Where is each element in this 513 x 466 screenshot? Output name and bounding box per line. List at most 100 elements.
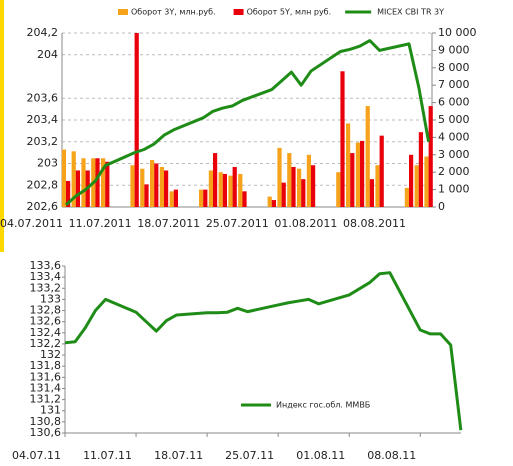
bar: [208, 170, 213, 207]
bar: [306, 154, 311, 207]
bar: [164, 170, 169, 207]
y-tick-label: 202,6: [27, 200, 59, 213]
y2-tick-label: 1 000: [438, 183, 470, 196]
bar: [238, 173, 243, 207]
y-tick-label: 204,2: [27, 26, 59, 39]
bar: [222, 173, 227, 207]
bar: [297, 168, 302, 207]
bar: [81, 158, 86, 207]
bar: [203, 189, 208, 207]
bar: [267, 196, 272, 207]
bar: [169, 191, 174, 207]
y-tick-label: 131,4: [30, 381, 62, 394]
bar: [350, 153, 355, 207]
y-tick-label: 204: [37, 48, 58, 61]
bar: [150, 160, 155, 207]
y2-tick-label: 2 000: [438, 165, 470, 178]
bar: [281, 182, 286, 207]
bar: [404, 187, 409, 207]
bar: [101, 158, 106, 207]
y2-tick-label: 6 000: [438, 96, 470, 109]
y2-tick-label: 3 000: [438, 148, 470, 161]
legend-label: MICEX CBI TR 3Y: [377, 8, 444, 17]
bar: [311, 165, 316, 207]
bar: [242, 191, 247, 207]
x-tick-label: 18.07.11: [154, 449, 203, 462]
bar: [360, 140, 365, 207]
bar: [71, 151, 76, 207]
bar: [159, 166, 164, 207]
bar: [95, 158, 100, 207]
y-tick-label: 133,6: [30, 259, 62, 272]
side-strip: [0, 0, 4, 252]
y-tick-label: 133: [40, 292, 61, 305]
x-tick-label: 01.08.11: [296, 449, 345, 462]
bar: [228, 175, 233, 207]
y2-tick-label: 5 000: [438, 113, 470, 126]
y-tick-label: 131,8: [30, 359, 62, 372]
bar: [271, 200, 276, 207]
line: [64, 271, 463, 431]
y-tick-label: 202,8: [27, 178, 59, 191]
bar: [365, 106, 370, 207]
y-tick-label: 132,8: [30, 304, 62, 317]
y-tick-label: 131,2: [30, 393, 62, 406]
bar: [213, 153, 218, 207]
bar: [424, 156, 429, 207]
y-tick-label: 203,2: [27, 135, 59, 148]
legend-swatch: [118, 9, 128, 15]
bar: [287, 153, 292, 207]
y-tick-label: 133,2: [30, 281, 62, 294]
y-tick-label: 203,6: [27, 91, 59, 104]
legend-swatch: [233, 9, 244, 15]
x-tick-label: 08.08.11: [367, 449, 416, 462]
x-tick-label: 25.07.11: [225, 449, 274, 462]
bar: [379, 135, 384, 207]
y2-tick-label: 4 000: [438, 130, 470, 143]
y-tick-label: 131,6: [30, 370, 62, 383]
bar: [173, 189, 178, 207]
bar: [409, 154, 414, 207]
y-tick-label: 131: [40, 404, 61, 417]
bar: [199, 189, 204, 207]
y-tick-label: 130,8: [30, 415, 62, 428]
y-tick-label: 132,4: [30, 326, 62, 339]
bar: [340, 71, 345, 207]
bar: [140, 168, 145, 207]
bar: [428, 106, 433, 207]
legend-label: Оборот 3Y, млн.руб.: [131, 8, 216, 17]
x-tick-label: 11.07.2011: [69, 217, 132, 230]
legend-label: Индекс гос.обл. ММВБ: [276, 401, 370, 410]
bar: [66, 180, 71, 207]
legend-label: Оборот 5Y, млн руб.: [247, 8, 332, 17]
x-tick-label: 01.08.2011: [274, 217, 337, 230]
bar: [105, 161, 110, 207]
y-tick-label: 132,6: [30, 315, 62, 328]
y-tick-label: 133,4: [30, 270, 62, 283]
bar: [414, 165, 419, 207]
bar: [75, 170, 80, 207]
bar: [336, 172, 341, 207]
bar: [291, 166, 296, 207]
bar: [355, 142, 360, 207]
y2-tick-label: 9 000: [438, 43, 470, 56]
x-tick-label: 04.07.2011: [0, 217, 63, 230]
line: [65, 39, 431, 206]
y-tick-label: 132: [40, 348, 61, 361]
y-tick-label: 130,6: [30, 426, 62, 439]
bar: [61, 149, 66, 207]
bar: [375, 165, 380, 207]
x-tick-label: 18.07.2011: [137, 217, 200, 230]
x-tick-label: 11.07.11: [83, 449, 132, 462]
bar: [418, 132, 423, 207]
bar: [154, 163, 159, 207]
x-tick-label: 25.07.2011: [206, 217, 269, 230]
y2-tick-label: 10 000: [438, 26, 477, 39]
y2-tick-label: 7 000: [438, 78, 470, 91]
bar: [301, 179, 306, 207]
bar: [134, 33, 139, 207]
bar: [346, 123, 351, 207]
bar: [144, 184, 149, 207]
bar: [130, 165, 135, 207]
